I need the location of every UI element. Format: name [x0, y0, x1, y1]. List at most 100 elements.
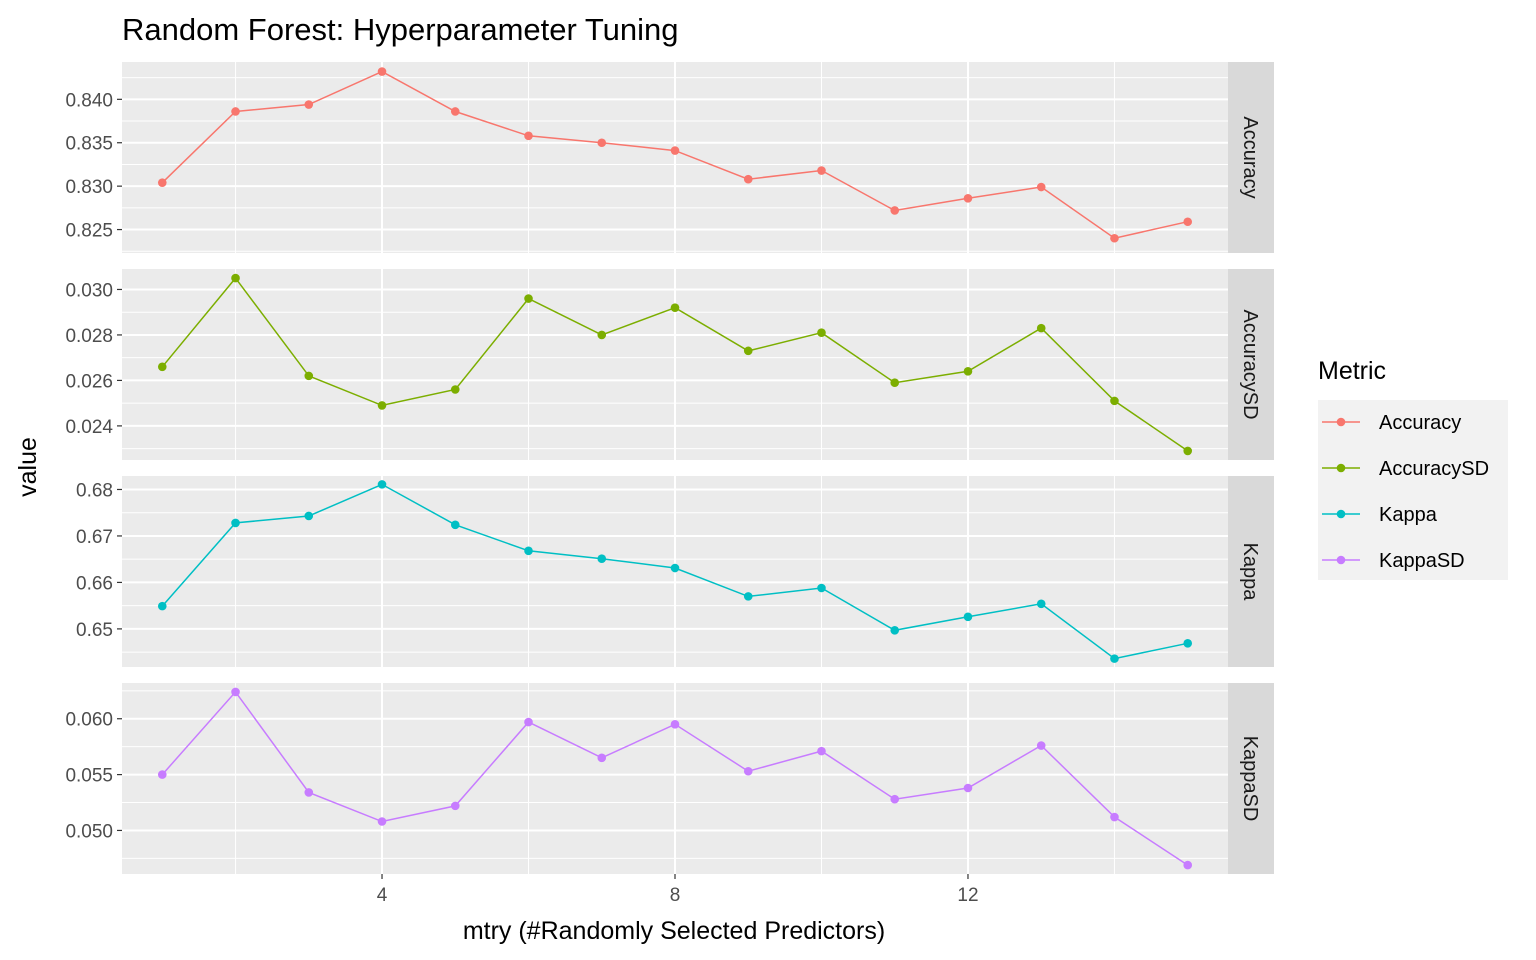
panel-accuracysd: 0.024 0.026 0.028 0.030 AccuracySD: [65, 269, 1274, 460]
y-tick-label: 0.060: [65, 710, 113, 731]
data-point-accuracy: [377, 67, 387, 76]
y-tick-label: 0.67: [76, 527, 113, 548]
legend: Metric Accuracy AccuracySD Kappa KappaSD: [1318, 357, 1508, 580]
legend-item-kappa: Kappa: [1322, 504, 1438, 526]
x-tick-label: 4: [377, 885, 388, 906]
data-point-kappasd: [817, 746, 826, 756]
data-point-accuracysd: [1183, 446, 1193, 456]
legend-key-point: [1336, 509, 1346, 519]
data-point-accuracysd: [524, 294, 533, 303]
data-point-kappa: [1183, 638, 1193, 648]
data-point-accuracy: [231, 107, 240, 116]
data-point-accuracysd: [157, 362, 167, 372]
data-point-accuracysd: [817, 328, 826, 337]
data-point-accuracysd: [890, 378, 900, 387]
x-axis: 4 8 12: [377, 874, 979, 906]
data-point-kappasd: [377, 817, 387, 826]
data-point-kappa: [670, 563, 680, 573]
panel-kappa: 0.65 0.66 0.67 0.68 Kappa: [76, 476, 1274, 667]
data-point-kappasd: [1036, 741, 1046, 750]
legend-background: [1318, 400, 1508, 580]
data-point-accuracy: [890, 206, 900, 215]
legend-label: AccuracySD: [1379, 458, 1489, 480]
data-point-accuracy: [524, 131, 533, 141]
data-point-kappa: [597, 554, 607, 564]
facet-strip-label: KappaSD: [1239, 736, 1261, 822]
x-axis-title: mtry (#Randomly Selected Predictors): [463, 917, 885, 945]
data-point-kappasd: [231, 687, 240, 697]
facet-strip: [1228, 269, 1274, 460]
data-point-kappa: [963, 612, 973, 622]
data-point-kappasd: [304, 788, 314, 797]
data-point-accuracy: [817, 166, 826, 175]
data-point-kappa: [817, 583, 826, 593]
legend-title: Metric: [1318, 357, 1386, 385]
data-point-accuracy: [450, 107, 460, 116]
data-point-accuracysd: [304, 371, 314, 381]
data-point-accuracy: [963, 194, 973, 203]
data-point-accuracysd: [1110, 396, 1119, 406]
y-tick-label: 0.024: [65, 417, 113, 438]
facet-strip: [1228, 62, 1274, 253]
y-tick-label: 0.830: [65, 177, 113, 198]
data-point-kappa: [304, 511, 314, 521]
data-point-kappasd: [890, 794, 900, 804]
data-point-accuracysd: [450, 385, 460, 394]
data-point-accuracysd: [963, 367, 973, 376]
legend-label: KappaSD: [1379, 550, 1465, 572]
data-point-kappa: [377, 480, 387, 489]
facet-strip-label: Kappa: [1239, 543, 1261, 602]
legend-key-point: [1336, 417, 1346, 427]
data-point-kappasd: [963, 783, 973, 793]
y-tick-label: 0.65: [76, 620, 113, 641]
facet-strip: [1228, 683, 1274, 874]
data-point-accuracysd: [377, 401, 387, 410]
y-tick-label: 0.050: [65, 821, 113, 842]
y-tick-label: 0.030: [65, 280, 113, 301]
data-point-accuracy: [597, 138, 607, 148]
data-point-kappa: [157, 601, 167, 611]
data-point-accuracysd: [597, 330, 607, 340]
legend-keys: Accuracy AccuracySD Kappa KappaSD: [1322, 412, 1489, 572]
data-point-kappasd: [1183, 860, 1193, 870]
panel-accuracy: 0.825 0.830 0.835 0.840 Accuracy: [65, 62, 1274, 253]
data-point-accuracy: [1110, 233, 1119, 243]
data-point-kappasd: [670, 720, 680, 729]
x-tick-label: 12: [957, 885, 978, 906]
facet-strip: [1228, 476, 1274, 667]
data-point-kappasd: [450, 801, 460, 811]
y-tick-label: 0.840: [65, 90, 113, 111]
data-point-accuracysd: [743, 346, 753, 356]
y-tick-label: 0.66: [76, 573, 113, 594]
panel-kappasd: 0.050 0.055 0.060 KappaSD: [65, 683, 1274, 874]
x-tick-label: 8: [670, 885, 681, 906]
data-point-accuracysd: [231, 273, 240, 283]
legend-label: Kappa: [1379, 504, 1438, 526]
data-point-accuracy: [1036, 182, 1046, 192]
data-point-kappa: [231, 518, 240, 528]
legend-item-accuracy: Accuracy: [1322, 412, 1461, 434]
data-point-accuracysd: [1036, 323, 1046, 333]
data-point-kappa: [743, 592, 753, 601]
data-point-accuracy: [743, 174, 753, 184]
data-point-kappa: [450, 520, 460, 530]
legend-key-point: [1336, 463, 1346, 473]
data-point-accuracy: [1183, 217, 1193, 227]
facet-strip-label: AccuracySD: [1239, 309, 1261, 419]
chart-title: Random Forest: Hyperparameter Tuning: [122, 12, 679, 47]
facet-panels: 0.8250.8300.8350.840Accuracy0.0240.0260.…: [65, 62, 1274, 874]
y-tick-label: 0.825: [65, 221, 113, 242]
data-point-kappasd: [524, 717, 533, 727]
y-tick-label: 0.835: [65, 134, 113, 155]
data-point-accuracysd: [670, 303, 680, 312]
data-point-accuracy: [304, 100, 314, 109]
y-tick-label: 0.055: [65, 766, 113, 787]
data-point-kappasd: [1110, 812, 1119, 822]
data-point-accuracy: [157, 178, 167, 187]
y-tick-label: 0.028: [65, 326, 113, 347]
data-point-accuracy: [670, 146, 680, 155]
data-point-kappa: [890, 625, 900, 635]
data-point-kappa: [1110, 654, 1119, 663]
legend-item-kappasd: KappaSD: [1322, 550, 1465, 572]
